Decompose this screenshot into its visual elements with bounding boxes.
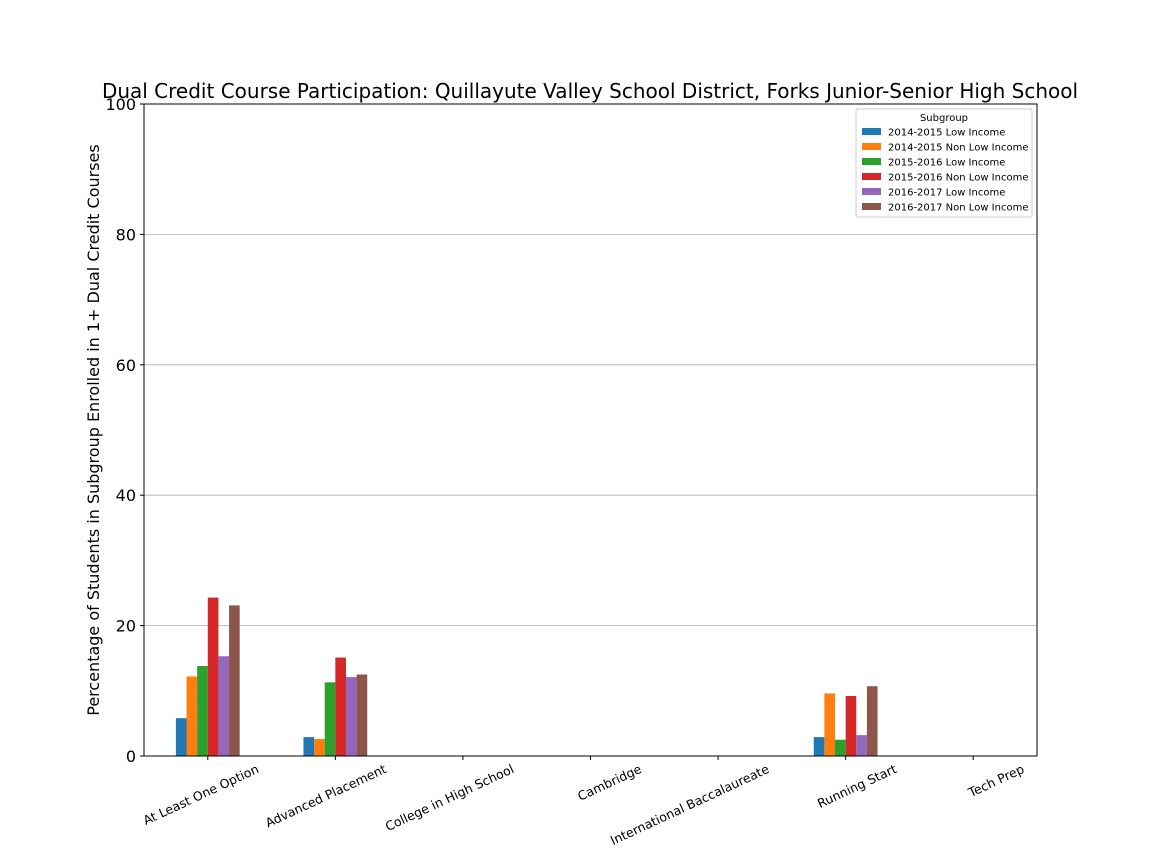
bar (324, 682, 336, 756)
bar (356, 674, 368, 756)
bar (218, 656, 230, 756)
chart-title: Dual Credit Course Participation: Quilla… (102, 79, 1078, 103)
y-axis: 0 20 40 60 80 100 (105, 95, 144, 766)
x-tick-label: Advanced Placement (263, 761, 389, 830)
legend-label: 2015-2016 Non Low Income (888, 173, 1028, 184)
legend-swatch (862, 158, 881, 165)
bar (813, 737, 825, 756)
y-tick-label: 100 (105, 95, 136, 114)
y-tick-label: 0 (126, 747, 136, 766)
bar (207, 597, 219, 756)
bar (335, 657, 346, 756)
legend-swatch (862, 128, 881, 135)
bar (345, 677, 357, 756)
x-tick-label: Running Start (815, 761, 899, 811)
bar (175, 718, 187, 756)
legend-swatch (862, 203, 881, 210)
bar (303, 737, 315, 756)
y-tick-label: 60 (116, 356, 136, 375)
legend-label: 2016-2017 Low Income (888, 188, 1005, 199)
y-axis-label: Percentage of Students in Subgroup Enrol… (84, 144, 103, 715)
x-tick-label: Cambridge (575, 761, 644, 804)
legend-label: 2016-2017 Non Low Income (888, 203, 1028, 214)
x-axis: At Least One Option Advanced PlacementCol… (141, 756, 1027, 848)
bar (856, 735, 867, 756)
legend-title: Subgroup (920, 113, 968, 124)
legend-label: 2015-2016 Low Income (888, 158, 1005, 169)
bar (314, 739, 325, 756)
bar (186, 676, 198, 756)
bar (824, 693, 836, 756)
legend-label: 2014-2015 Non Low Income (888, 143, 1028, 154)
legend-label: 2014-2015 Low Income (888, 128, 1005, 139)
bar (866, 686, 878, 756)
y-tick-label: 80 (116, 225, 136, 244)
y-tick-label: 20 (116, 617, 136, 636)
legend-swatch (862, 188, 881, 195)
bar (845, 696, 857, 756)
bar (835, 739, 846, 756)
bar (229, 605, 240, 756)
bar (197, 666, 208, 756)
y-tick-label: 40 (116, 486, 136, 505)
legend-swatch (862, 143, 881, 150)
x-tick-label: College in High School (383, 761, 516, 834)
x-tick-label: At Least One Option (141, 761, 261, 828)
x-tick-label: Tech Prep (965, 761, 1026, 800)
bars (175, 597, 878, 756)
legend-swatch (862, 173, 881, 180)
gridlines (144, 233, 1037, 626)
legend: Subgroup 2014-2015 Low Income 2014-2015 N… (855, 108, 1033, 218)
